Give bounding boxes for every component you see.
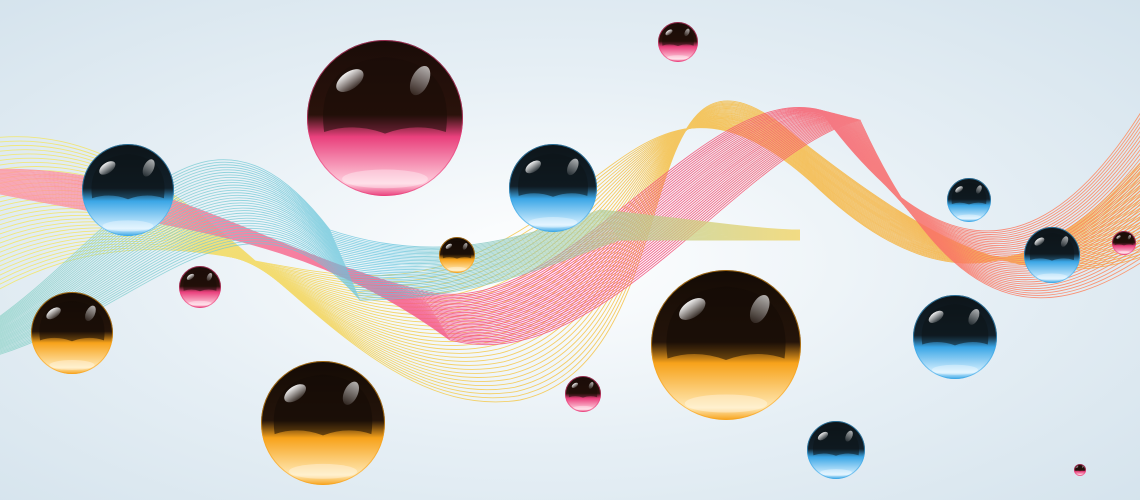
- sphere-orange: [261, 361, 385, 485]
- sphere-magenta: [1074, 464, 1086, 476]
- sphere-blue: [947, 178, 991, 222]
- sphere-blue: [913, 295, 997, 379]
- sphere-magenta: [179, 266, 221, 308]
- sphere-orange: [31, 292, 113, 374]
- sphere-magenta: [565, 376, 601, 412]
- sphere-orange: [439, 237, 475, 273]
- sphere-orange: [651, 270, 801, 420]
- sphere-magenta: [307, 40, 463, 196]
- sphere-blue: [509, 144, 597, 232]
- sphere-blue: [82, 144, 174, 236]
- sphere-magenta: [1112, 231, 1136, 255]
- sphere-blue: [1024, 227, 1080, 283]
- sphere-blue: [807, 421, 865, 479]
- sphere-magenta: [658, 22, 698, 62]
